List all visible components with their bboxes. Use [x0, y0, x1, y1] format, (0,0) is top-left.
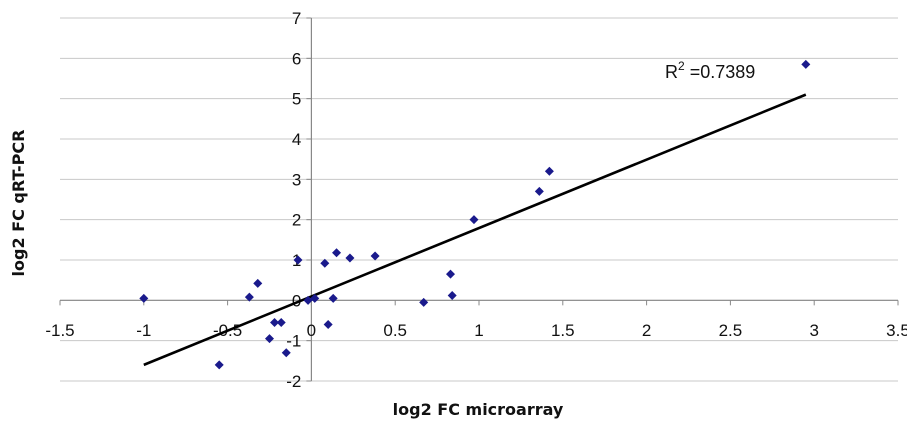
y-axis-title: log2 FC qRT-PCR: [9, 130, 28, 277]
r-squared-annotation: R2 =0.7389: [665, 59, 755, 82]
data-point: [270, 318, 280, 328]
x-tick-label: 3.5: [886, 321, 907, 340]
trendline-layer: [143, 93, 807, 367]
x-tick-label: -1: [136, 321, 151, 340]
x-tick-label: 3: [809, 321, 818, 340]
trendline: [143, 93, 807, 367]
data-point: [310, 293, 320, 303]
data-point: [253, 278, 263, 288]
data-point: [276, 318, 286, 328]
labels-layer: R2 =0.7389 log2 FC microarray log2 FC qR…: [9, 59, 755, 419]
data-point: [293, 255, 303, 265]
y-tick-label: -2: [286, 372, 301, 391]
y-tick-label: 4: [292, 130, 301, 149]
data-point: [328, 293, 338, 303]
x-tick-label: 1: [474, 321, 483, 340]
y-tick-label: -1: [286, 332, 301, 351]
axis-layer: -1.5-1-0.500.511.522.533.5-2-101234567: [45, 9, 907, 391]
data-point: [534, 186, 544, 196]
data-point: [281, 348, 291, 358]
data-point: [139, 293, 149, 303]
data-point: [214, 360, 224, 370]
y-tick-label: 2: [292, 211, 301, 230]
y-tick-label: 5: [292, 90, 301, 109]
y-tick-label: 0: [292, 291, 301, 310]
data-point: [447, 290, 457, 300]
data-point: [265, 334, 274, 344]
data-point: [419, 297, 429, 307]
x-tick-label: 1.5: [551, 321, 575, 340]
data-point: [801, 59, 811, 69]
data-point: [244, 292, 254, 302]
x-axis-title: log2 FC microarray: [393, 400, 564, 419]
y-tick-label: 3: [292, 170, 301, 189]
x-tick-label: -1.5: [45, 321, 74, 340]
data-point: [332, 248, 342, 258]
x-tick-label: 2.5: [719, 321, 743, 340]
data-point: [345, 253, 355, 263]
x-tick-label: 2: [642, 321, 651, 340]
data-point: [446, 269, 456, 279]
x-tick-label: 0.5: [383, 321, 407, 340]
data-point: [323, 320, 333, 330]
data-point: [544, 166, 554, 176]
data-point: [370, 251, 380, 261]
x-tick-label: 0: [307, 321, 316, 340]
data-point: [469, 215, 479, 225]
y-tick-label: 7: [292, 9, 301, 28]
data-point: [320, 258, 330, 268]
points-layer: [139, 59, 811, 370]
data-point: [303, 295, 313, 305]
y-tick-label: 6: [292, 49, 301, 68]
